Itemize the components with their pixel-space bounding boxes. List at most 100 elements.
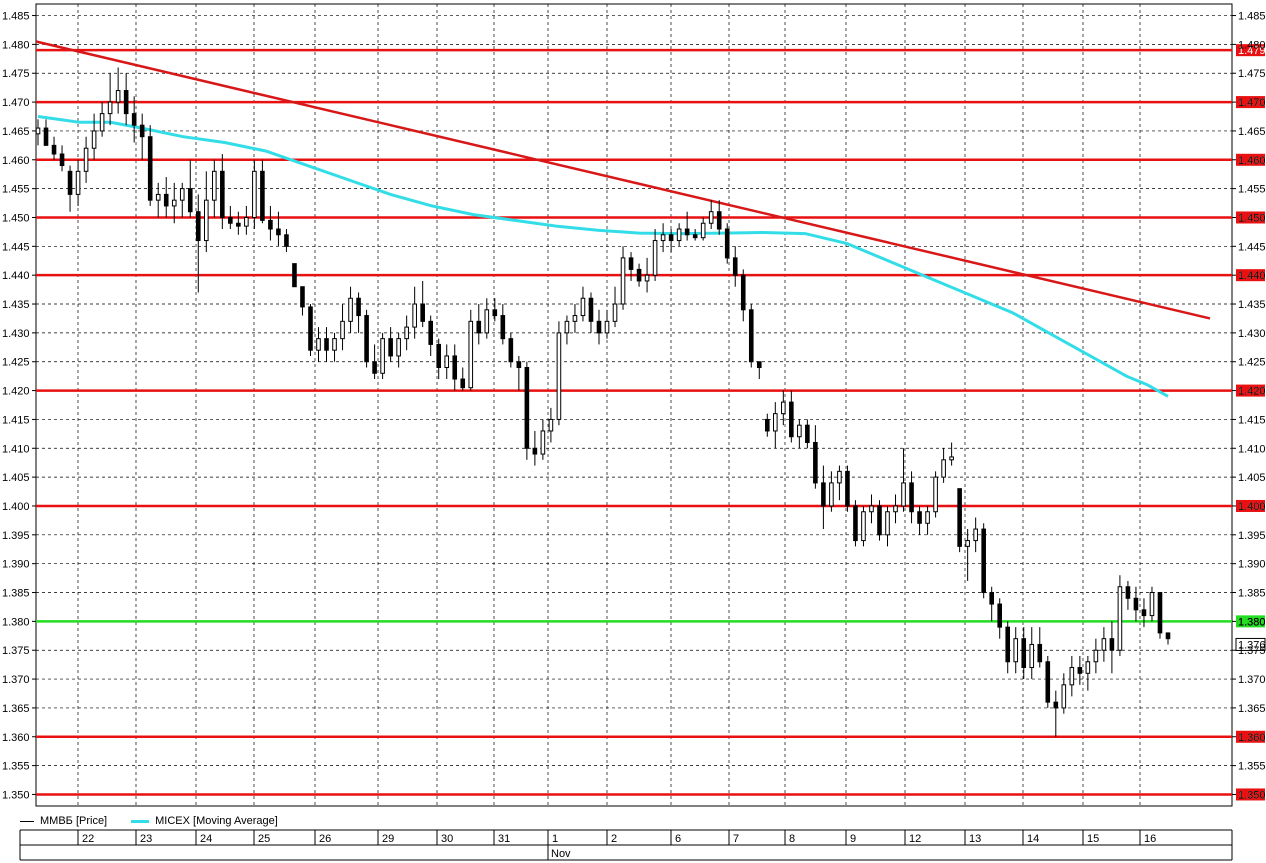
candle [1021, 627, 1027, 680]
candle [692, 229, 698, 241]
y-tick-label-right: 1.460 [1238, 155, 1266, 167]
candle-body [444, 355, 450, 368]
y-tick-label-right: 1.355 [1238, 761, 1266, 773]
candle [740, 269, 746, 322]
y-tick-label-right: 1.470 [1238, 97, 1266, 109]
candle [139, 113, 145, 160]
candle-body [620, 257, 626, 305]
candle [404, 315, 409, 351]
candle [1133, 586, 1139, 622]
y-tick-label-left: 1.355 [2, 761, 30, 773]
candle [524, 361, 530, 460]
candle [51, 136, 57, 160]
y-tick-label-right: 1.405 [1238, 472, 1266, 484]
candle-body [228, 216, 233, 224]
y-tick-label-left: 1.360 [2, 732, 30, 744]
candle [171, 182, 177, 224]
candle [644, 257, 650, 293]
candle [340, 304, 345, 351]
x-date-label: 16 [1144, 833, 1156, 845]
level-tag [1236, 96, 1265, 109]
candle-body [404, 326, 409, 340]
level-tag [1236, 44, 1265, 57]
candle-body [484, 309, 490, 334]
candle-body [356, 297, 361, 317]
candle [500, 304, 506, 345]
x-date-label: 6 [675, 833, 681, 845]
candle-body [107, 101, 113, 115]
level-tag [1236, 211, 1265, 224]
candle-body [412, 303, 417, 328]
y-axis-right: 1.485 1.480 1.475 1.470 1.465 1.460 1.455 1.450… [1232, 11, 1266, 801]
y-tick-label-left: 1.480 [2, 39, 30, 51]
candle-body [837, 470, 842, 484]
candle [756, 361, 762, 380]
candle-body [1109, 638, 1115, 651]
candle-body [308, 306, 313, 351]
candle [260, 159, 265, 224]
candle [837, 465, 842, 501]
y-tick-label-left: 1.470 [2, 97, 30, 109]
candle-body [203, 199, 209, 242]
candle-body [1077, 667, 1083, 674]
candle-body [877, 505, 882, 536]
y-tick-label-right: 1.360 [1238, 732, 1266, 744]
candle [99, 102, 105, 137]
candle-body [131, 113, 137, 126]
level-tag [1236, 384, 1265, 397]
candle [572, 304, 578, 333]
candle [1141, 598, 1147, 628]
candle [652, 229, 658, 281]
candle-body [524, 366, 530, 449]
candle [588, 292, 594, 333]
candle-body [220, 170, 225, 218]
y-tick-label-left: 1.440 [2, 270, 30, 282]
candle [949, 442, 954, 466]
candle-body [692, 234, 698, 239]
candle-body [1101, 638, 1107, 651]
candle-body [861, 511, 866, 542]
y-tick-label-right: 1.440 [1238, 270, 1266, 282]
candle [203, 171, 209, 253]
y-tick-label-right: 1.480 [1238, 39, 1266, 51]
y-tick-label-left: 1.450 [2, 212, 30, 224]
candle-body [276, 228, 281, 236]
y-tick-label-left: 1.350 [2, 789, 30, 801]
candle-body [764, 418, 770, 432]
level-lines: 1.479 1.470 1.460 1.450 1.440 1.420 1.400 1.380… [36, 44, 1266, 801]
candle [901, 448, 906, 512]
x-date-label: 7 [733, 833, 739, 845]
candle [612, 286, 618, 328]
level-tag-label: 1.460 [1238, 155, 1266, 167]
candle [764, 413, 770, 437]
candle-body [957, 488, 962, 547]
y-tick-label-right: 1.415 [1238, 414, 1266, 426]
candle-body [99, 113, 105, 132]
candle-body [981, 528, 986, 594]
candle [564, 315, 570, 345]
candle [107, 73, 113, 126]
candle-body [316, 338, 321, 351]
candle-body [324, 338, 329, 351]
candle [805, 419, 810, 449]
y-tick-label-left: 1.390 [2, 559, 30, 571]
x-date-label: 30 [441, 833, 453, 845]
x-date-label: 23 [140, 833, 152, 845]
candle-body [540, 430, 546, 455]
x-date-label: 22 [82, 833, 94, 845]
candle [236, 211, 241, 235]
candle [821, 465, 826, 530]
x-month-label: Nov [551, 848, 571, 860]
candle [452, 344, 458, 391]
candle [35, 119, 41, 146]
candle [789, 390, 794, 443]
candle [484, 298, 490, 339]
candle [444, 344, 450, 380]
candle-body [1045, 661, 1051, 703]
y-tick-label-left: 1.395 [2, 530, 30, 542]
candle [1117, 575, 1123, 656]
candle-body [572, 315, 578, 322]
candle [1005, 621, 1011, 674]
candle [179, 182, 185, 218]
y-tick-label-right: 1.425 [1238, 357, 1266, 369]
